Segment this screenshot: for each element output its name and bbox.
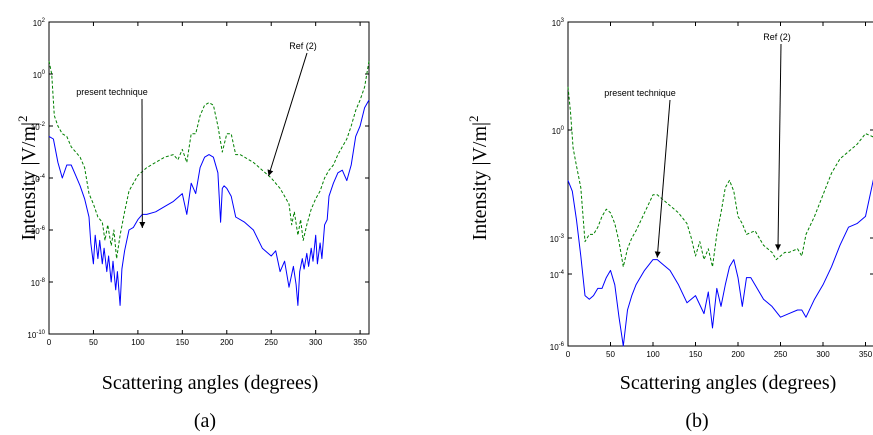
annotation-label: Ref (2) (763, 32, 791, 42)
annotation-arrow (777, 43, 782, 251)
x-tick-label: 350 (353, 338, 367, 347)
panel-a-x-ticks: 0 50 100 150 200 250 300 350 (47, 22, 367, 347)
x-tick-label: 50 (606, 350, 615, 359)
panel-a-label: (a) (194, 410, 216, 432)
annotation-label: present technique (76, 87, 148, 97)
annotation-arrowhead (654, 251, 661, 258)
x-tick-label: 100 (646, 350, 660, 359)
panel-a: 102 100 10-2 10-4 10-6 10-8 10-10 0 50 100 150 200… (15, 18, 370, 432)
panel-a-plot-area (48, 21, 370, 335)
x-tick-label: 300 (309, 338, 323, 347)
y-tick-label: 10-4 (550, 270, 565, 280)
y-tick-label: 10-2 (31, 122, 46, 132)
y-tick-label: 100 (33, 70, 46, 80)
y-tick-label: 103 (552, 18, 565, 28)
panel-b-series (567, 86, 873, 347)
y-tick-label: 10-3 (550, 234, 565, 244)
y-tick-label: 10-6 (550, 342, 565, 352)
y-tick-label: 10-8 (31, 278, 46, 288)
panel-b-annotations: present technique Ref (2) (604, 32, 791, 258)
y-tick-label: 10-10 (27, 330, 45, 340)
annotation-label: Ref (2) (289, 41, 317, 51)
present-technique-line (48, 99, 370, 306)
x-tick-label: 0 (47, 338, 52, 347)
x-tick-label: 0 (566, 350, 571, 359)
x-tick-label: 200 (220, 338, 234, 347)
x-tick-label: 50 (89, 338, 98, 347)
y-tick-label: 102 (33, 18, 46, 28)
y-tick-label: 10-4 (31, 174, 46, 184)
annotation-arrow (656, 99, 671, 258)
panel-b-y-ticks: 103 100 10-3 10-4 10-6 (550, 18, 873, 352)
x-tick-label: 350 (859, 350, 873, 359)
panel-a-series (48, 60, 370, 306)
annotation-arrowhead (267, 169, 274, 176)
annotation-arrowhead (775, 244, 781, 251)
panel-a-x-axis-label: Scattering angles (degrees) (102, 372, 319, 394)
annotation-arrowhead (139, 222, 146, 228)
x-tick-label: 250 (265, 338, 279, 347)
panel-b-x-axis-label: Scattering angles (degrees) (620, 372, 837, 394)
panel-a-y-ticks: 102 100 10-2 10-4 10-6 10-8 10-10 (27, 18, 369, 340)
ref-2-line (567, 86, 873, 268)
x-tick-label: 250 (774, 350, 788, 359)
panel-b-x-ticks: 0 50 100 150 200 250 300 350 (566, 22, 873, 359)
x-tick-label: 200 (731, 350, 745, 359)
annotation-label: present technique (604, 88, 676, 98)
panel-b-plot-area (567, 21, 873, 347)
panel-b-y-axis-label: Intensity |V/m|2 (466, 115, 491, 240)
panel-a-y-axis-label: Intensity |V/m|2 (15, 115, 40, 240)
panel-b: 103 100 10-3 10-4 10-6 0 50 100 150 200 250 300 350… (466, 18, 873, 432)
present-technique-line (567, 179, 873, 347)
x-tick-label: 100 (131, 338, 145, 347)
x-tick-label: 300 (816, 350, 830, 359)
y-tick-label: 100 (552, 126, 565, 136)
panel-a-annotations: present technique Ref (2) (76, 41, 317, 229)
x-tick-label: 150 (689, 350, 703, 359)
panel-b-label: (b) (685, 410, 708, 432)
y-tick-label: 10-6 (31, 226, 46, 236)
annotation-arrow (268, 52, 308, 177)
x-tick-label: 150 (176, 338, 190, 347)
